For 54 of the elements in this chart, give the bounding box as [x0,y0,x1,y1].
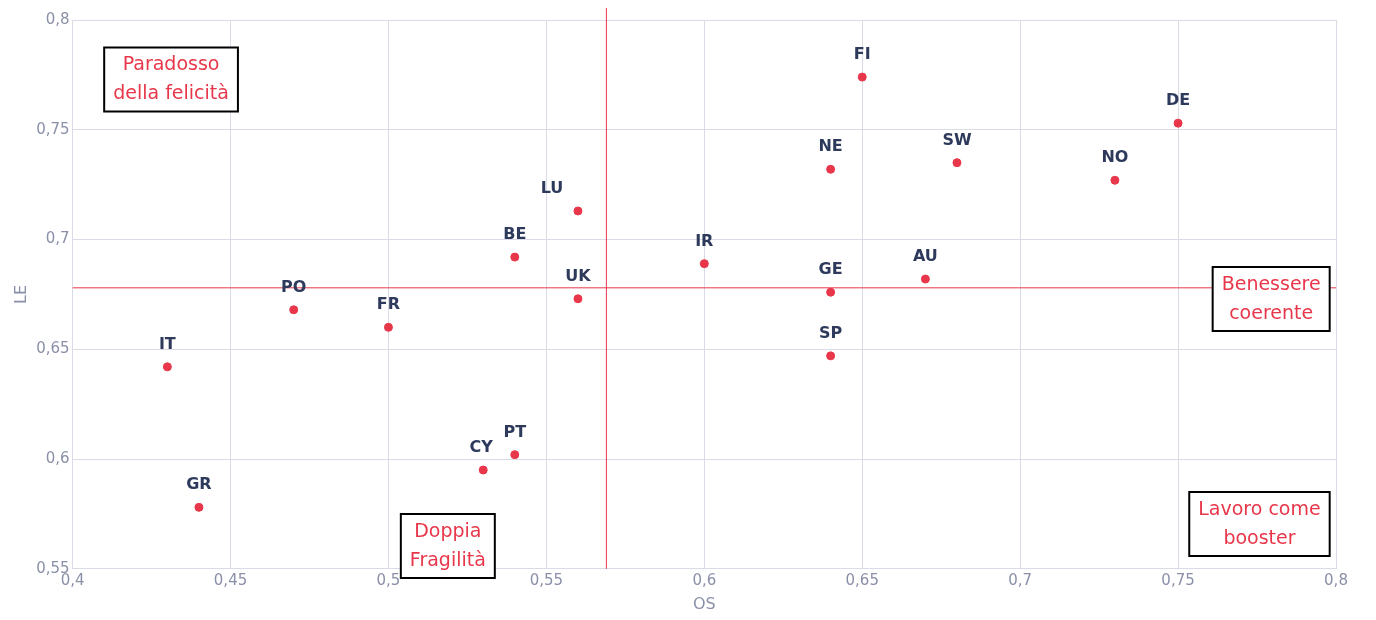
annotation: NO [1101,147,1129,167]
point [383,322,393,332]
annotation: AU [912,246,938,266]
x-tick-label: 0,75 [1161,570,1195,589]
annotation: CY [469,437,494,457]
x-tick-label: 0,5 [376,570,401,589]
x-tick-label: 0,45 [213,570,248,589]
x-tick-label: 0,6 [692,570,717,589]
annotation: GE [818,259,843,279]
point [194,502,204,512]
point [826,164,836,174]
annotation: BE [503,224,527,244]
annotation: UK [565,265,592,285]
point [952,158,962,168]
y-axis-title: LE [10,284,30,304]
point [920,274,930,284]
annotation: LU [540,178,564,198]
annotation: IT [158,334,176,353]
annotation: Benessere coerente [1221,271,1321,323]
annotation: PT [503,421,527,441]
annotation: Paradosso della felicità [113,52,229,104]
point [826,351,836,361]
annotation: Lavoro come booster [1198,496,1321,548]
point [857,72,867,82]
annotation: SW [942,129,972,149]
x-tick-label: 0,55 [529,570,564,589]
y-tick-label: 0,7 [45,229,70,248]
annotation: DE [1165,90,1191,110]
point [573,206,583,216]
annotation: NE [818,136,843,156]
annotation: SP [819,323,843,343]
annotation: GR [186,474,212,494]
point [510,252,520,262]
annotation: IR [695,230,714,250]
point [478,465,488,475]
annotation: FI [853,44,871,64]
point [826,287,836,297]
x-tick-label: 0,65 [845,570,879,589]
y-tick-label: 0,6 [45,448,70,467]
x-axis-title: OS [692,593,716,613]
point [699,259,709,269]
point [1173,118,1183,128]
point [289,305,299,315]
point [162,362,172,372]
point [510,450,520,460]
x-tick-label: 0,7 [1008,570,1033,589]
y-tick-label: 0,65 [36,339,70,358]
y-tick-label: 0,75 [36,119,70,138]
y-tick-label: 0,8 [45,9,70,28]
annotation: Doppia Fragilità [409,518,486,570]
annotation: FR [376,294,401,314]
point [1110,175,1120,185]
point [573,294,583,304]
x-tick-label: 0,8 [1324,570,1348,589]
